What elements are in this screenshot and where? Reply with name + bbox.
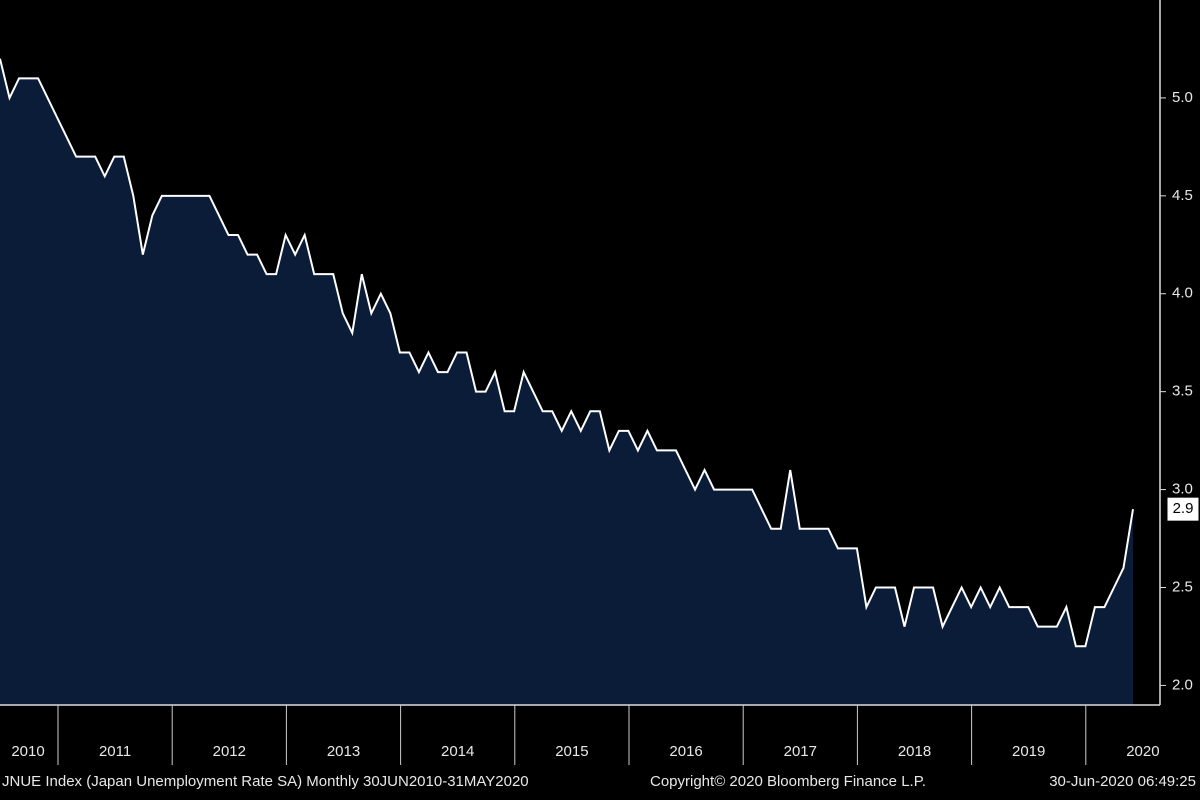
- area-fill: [0, 58, 1133, 705]
- x-tick-label: 2014: [441, 743, 474, 760]
- y-tick-label: 4.5: [1172, 187, 1193, 204]
- y-tick-label: 3.0: [1172, 481, 1193, 498]
- x-tick-label: 2010: [11, 743, 44, 760]
- x-tick-label: 2018: [898, 743, 931, 760]
- y-tick-label: 2.0: [1172, 676, 1193, 693]
- y-tick-label: 3.5: [1172, 383, 1193, 400]
- footer-center: Copyright© 2020 Bloomberg Finance L.P.: [650, 773, 926, 790]
- x-tick-label: 2015: [555, 743, 588, 760]
- x-tick-label: 2013: [327, 743, 360, 760]
- x-tick-label: 2012: [213, 743, 246, 760]
- y-tick-label: 4.0: [1172, 285, 1193, 302]
- line: [0, 58, 1134, 648]
- x-tick-label: 2020: [1126, 743, 1159, 760]
- last-value-box: [1166, 496, 1200, 522]
- y-tick-label: 2.5: [1172, 578, 1193, 595]
- last-value-label: 2.9: [1173, 500, 1194, 517]
- x-tick-label: 2017: [784, 743, 817, 760]
- x-tick-label: 2016: [669, 743, 702, 760]
- footer-right: 30-Jun-2020 06:49:25: [1049, 773, 1196, 790]
- x-tick-label: 2011: [99, 743, 131, 760]
- y-tick-label: 5.0: [1172, 89, 1193, 106]
- x-tick-label: 2019: [1012, 743, 1045, 760]
- footer-left: JNUE Index (Japan Unemployment Rate SA) …: [2, 773, 529, 790]
